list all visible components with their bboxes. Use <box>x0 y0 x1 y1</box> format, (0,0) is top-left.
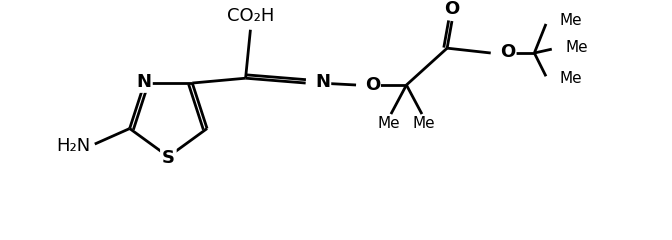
Text: Me: Me <box>560 71 582 86</box>
Text: O: O <box>501 43 515 61</box>
Text: S: S <box>162 149 175 167</box>
Text: H₂N: H₂N <box>56 137 91 155</box>
Text: O: O <box>444 0 460 18</box>
Text: Me: Me <box>378 116 401 131</box>
Text: CO₂H: CO₂H <box>226 7 274 25</box>
Text: Me: Me <box>413 116 435 131</box>
Text: O: O <box>365 76 380 94</box>
Text: N: N <box>315 73 331 91</box>
Text: Me: Me <box>560 12 582 28</box>
Text: N: N <box>136 73 151 91</box>
Text: Me: Me <box>565 40 588 55</box>
